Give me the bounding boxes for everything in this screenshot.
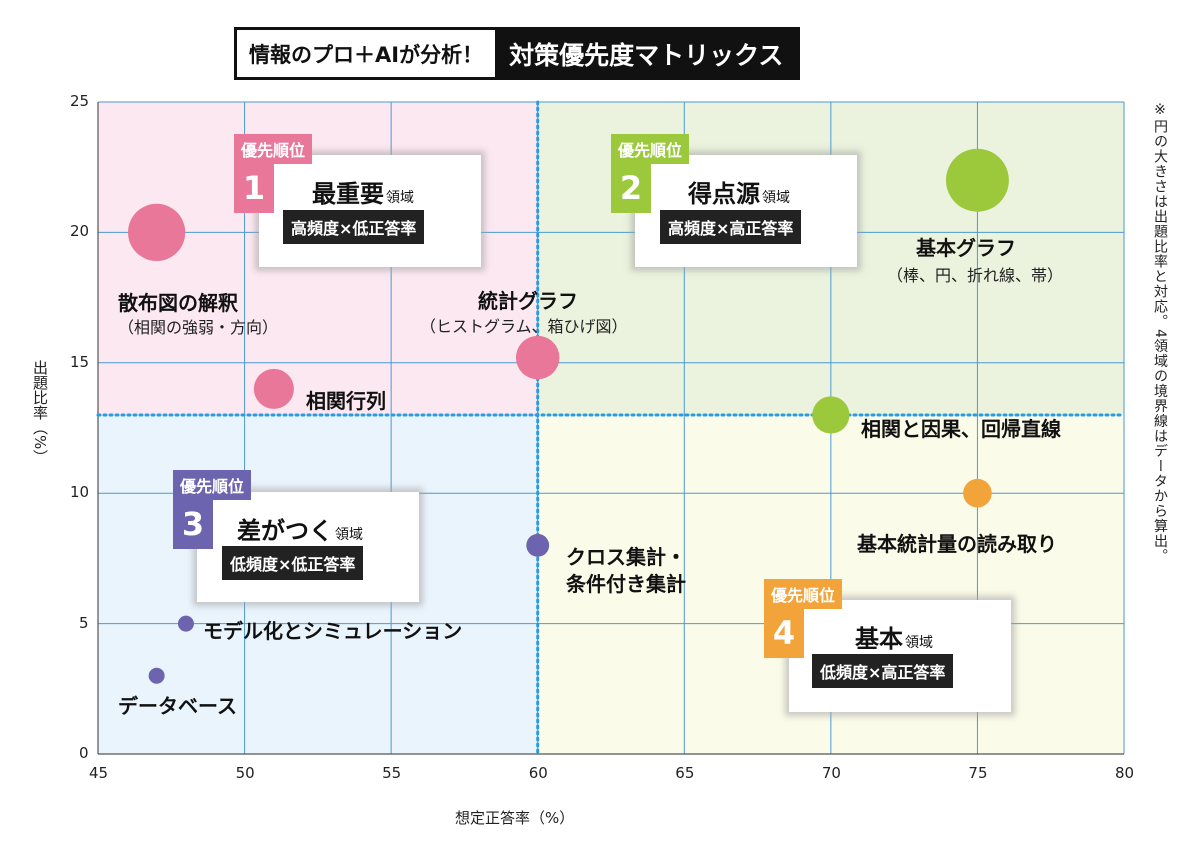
quadrant-name-3: 差がつく 領域 [237, 517, 363, 545]
chart-title: 情報のプロ＋AIが分析！ 対策優先度マトリックス [234, 27, 801, 80]
bubble-7 [177, 615, 194, 632]
x-tick-label-6: 75 [968, 764, 988, 782]
title-main: 対策優先度マトリックス [495, 30, 798, 77]
title-prefix: 情報のプロ＋AIが分析！ [237, 30, 496, 77]
point-label-cross-tabulation: クロス集計・ [566, 545, 686, 569]
quadrant-suffix-1: 領域 [386, 190, 414, 206]
point-label-scatter-interpretation: 散布図の解釈 [118, 291, 238, 315]
point-label-basic-statistics: 基本統計量の読み取り [857, 532, 1057, 556]
y-tick-label-1: 5 [79, 613, 89, 632]
y-tick-label-5: 25 [70, 92, 90, 110]
point-label-database: データベース [118, 694, 237, 718]
quadrant-desc-2: 高頻度×高正答率 [660, 210, 802, 244]
priority-number-1: 1 [234, 163, 274, 213]
quadrant-suffix-2: 領域 [762, 190, 790, 206]
x-tick-label-1: 50 [235, 764, 255, 782]
bubble-4 [812, 396, 850, 434]
y-tick-label-2: 10 [70, 483, 90, 502]
priority-number-3: 3 [173, 499, 213, 549]
x-tick-label-3: 60 [528, 764, 548, 782]
x-tick-label-0: 45 [89, 764, 109, 782]
quadrant-desc-4: 低頻度×高正答率 [812, 654, 954, 688]
quadrant-suffix-4: 領域 [905, 635, 933, 651]
point-label-basic-graphs: 基本グラフ [916, 236, 1016, 260]
y-axis-title: 出題比率（%） [31, 360, 49, 465]
y-tick-label-0: 0 [79, 744, 89, 762]
footnote: ※円の大きさは出題比率と対応。4領域の境界線はデータから算出。 [1152, 102, 1168, 564]
x-tick-label-4: 65 [675, 764, 695, 782]
x-tick-label-7: 80 [1115, 764, 1135, 782]
quadrant-desc-1: 高頻度×低正答率 [283, 210, 425, 244]
y-tick-label-4: 20 [70, 222, 90, 241]
x-tick-label-5: 70 [821, 764, 841, 782]
quadrant-desc-3: 低頻度×低正答率 [222, 546, 364, 580]
quadrant-name-4: 基本 領域 [855, 625, 933, 653]
point-label-correlation-causation: 相関と因果、回帰直線 [861, 417, 1061, 441]
point-label-modeling-simulation: モデル化とシミュレーション [203, 619, 463, 643]
quadrant-name-1: 最重要 領域 [312, 180, 414, 208]
bubble-3 [945, 148, 1009, 212]
point-sublabel-basic-graphs: （棒、円、折れ線、帯） [887, 266, 1064, 285]
bubble-2 [515, 335, 560, 380]
quadrant-suffix-3: 領域 [335, 527, 363, 543]
point-sublabel-scatter-interpretation: （相関の強弱・方向） [118, 318, 279, 337]
priority-number-4: 4 [764, 608, 804, 658]
bubble-5 [963, 478, 992, 508]
quadrant-name-2: 得点源 領域 [688, 180, 790, 208]
bubble-6 [526, 533, 550, 557]
point-label-statistical-graphs: 統計グラフ [478, 289, 578, 313]
x-tick-label-2: 55 [382, 764, 402, 782]
y-tick-label-3: 15 [70, 352, 90, 371]
bubble-8 [148, 667, 165, 684]
priority-badge-3: 優先順位 [173, 470, 252, 500]
point-sublabel-statistical-graphs: （ヒストグラム、箱ひげ図） [420, 317, 628, 336]
bubble-1 [253, 368, 294, 409]
priority-badge-2: 優先順位 [611, 134, 690, 164]
priority-number-2: 2 [611, 163, 651, 213]
point-sublabel-cross-tabulation: 条件付き集計 [566, 572, 686, 596]
priority-badge-4: 優先順位 [764, 579, 843, 609]
bubble-0 [128, 203, 186, 261]
priority-badge-1: 優先順位 [234, 134, 313, 164]
x-axis-title: 想定正答率（%） [455, 809, 575, 827]
point-label-correlation-matrix: 相関行列 [306, 389, 386, 413]
